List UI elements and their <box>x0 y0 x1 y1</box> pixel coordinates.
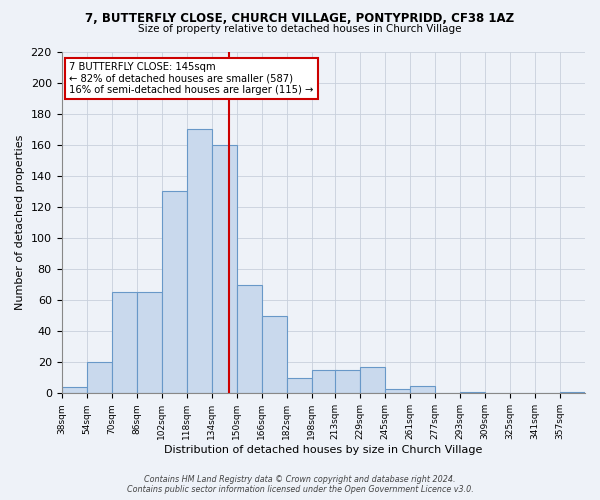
Text: 7 BUTTERFLY CLOSE: 145sqm
← 82% of detached houses are smaller (587)
16% of semi: 7 BUTTERFLY CLOSE: 145sqm ← 82% of detac… <box>70 62 314 95</box>
Bar <box>460 392 485 394</box>
Bar <box>262 316 287 394</box>
Bar <box>62 387 86 394</box>
Bar <box>410 386 435 394</box>
Bar <box>311 370 337 394</box>
Bar <box>86 362 112 394</box>
Y-axis label: Number of detached properties: Number of detached properties <box>15 134 25 310</box>
Bar <box>335 370 360 394</box>
Bar <box>236 284 262 394</box>
Bar <box>187 129 212 394</box>
Bar <box>287 378 311 394</box>
X-axis label: Distribution of detached houses by size in Church Village: Distribution of detached houses by size … <box>164 445 482 455</box>
Bar <box>212 144 236 394</box>
Bar <box>560 392 585 394</box>
Text: 7, BUTTERFLY CLOSE, CHURCH VILLAGE, PONTYPRIDD, CF38 1AZ: 7, BUTTERFLY CLOSE, CHURCH VILLAGE, PONT… <box>85 12 515 26</box>
Bar <box>137 292 161 394</box>
Bar <box>112 292 137 394</box>
Bar <box>161 192 187 394</box>
Bar <box>385 388 410 394</box>
Text: Size of property relative to detached houses in Church Village: Size of property relative to detached ho… <box>138 24 462 34</box>
Bar <box>360 367 385 394</box>
Text: Contains HM Land Registry data © Crown copyright and database right 2024.
Contai: Contains HM Land Registry data © Crown c… <box>127 474 473 494</box>
